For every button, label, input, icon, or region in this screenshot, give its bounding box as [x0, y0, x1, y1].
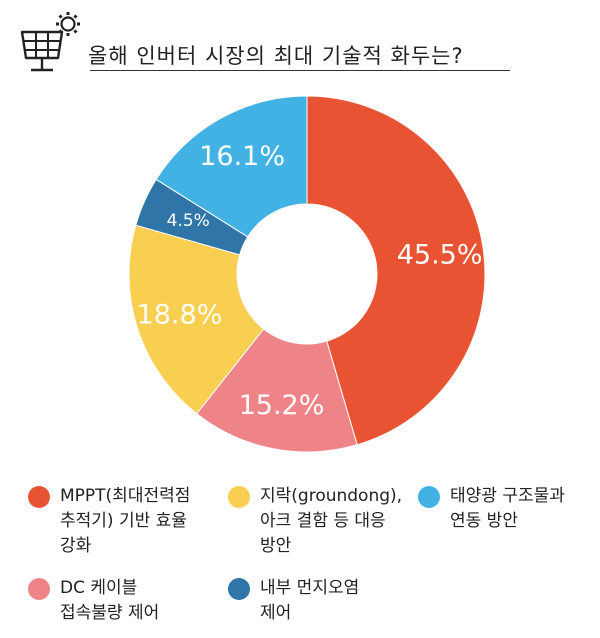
legend-label-line: DC 케이블	[60, 578, 138, 598]
legend-label-line: 태양광 구조물과	[450, 486, 565, 506]
legend-swatch	[28, 578, 50, 600]
legend-label-line: MPPT(최대전력점	[60, 486, 191, 506]
title-underline	[90, 70, 510, 71]
donut-chart: 45.5% 15.2% 18.8% 4.5% 16.1%	[128, 95, 486, 453]
slice-label-structure: 16.1%	[199, 141, 285, 172]
legend-label-line: 추적기) 기반 효율	[60, 511, 187, 531]
legend-label-line: 연동 방안	[450, 511, 518, 531]
slice-structure	[155, 95, 308, 238]
slice-label-dc-cable: 15.2%	[239, 390, 325, 421]
legend-swatch	[418, 486, 440, 508]
chart-title: 올해 인버터 시장의 최대 기술적 화두는?	[88, 44, 464, 68]
legend-label-line: 아크 결함 등 대응	[260, 511, 386, 531]
slice-label-ground-fault: 18.8%	[137, 300, 223, 331]
legend-label-line: 제어	[260, 603, 292, 623]
legend-swatch	[28, 486, 50, 508]
legend-label-line: 방안	[260, 536, 292, 556]
legend-swatch	[228, 578, 250, 600]
slice-dc-cable	[195, 328, 358, 453]
legend-label-line: 강화	[60, 536, 92, 556]
chart-header: 올해 인버터 시장의 최대 기술적 화두는?	[18, 6, 578, 76]
slice-label-mppt: 45.5%	[397, 239, 483, 270]
slice-label-dust: 4.5%	[167, 211, 210, 231]
legend-label-line: 지락(groundong),	[260, 486, 403, 506]
legend-swatch	[228, 486, 250, 508]
legend-label-line: 접속불량 제어	[60, 603, 160, 623]
slice-mppt	[306, 95, 486, 446]
solar-panel-gear-icon	[20, 12, 80, 72]
slice-ground-fault	[128, 224, 265, 415]
legend-label-line: 내부 먼지오염	[260, 578, 360, 598]
